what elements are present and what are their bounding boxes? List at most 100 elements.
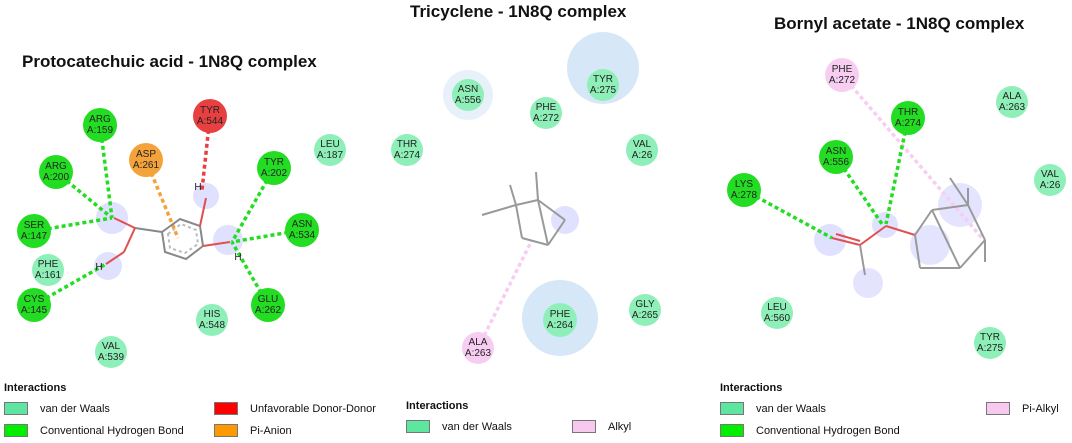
svg-text:ALA: ALA bbox=[1003, 91, 1022, 102]
svg-text:A:275: A:275 bbox=[977, 343, 1004, 354]
panel-title: Tricyclene - 1N8Q complex bbox=[410, 2, 627, 21]
svg-text:A:275: A:275 bbox=[590, 85, 617, 96]
legend-item: Pi-Anion bbox=[214, 424, 292, 437]
panel-tricyclene: Tricyclene - 1N8Q complex ASN A:556 bbox=[370, 0, 710, 443]
ligand-structure bbox=[105, 197, 231, 265]
svg-text:A:278: A:278 bbox=[731, 190, 758, 201]
legend-swatch bbox=[720, 424, 744, 437]
hbond-line bbox=[33, 216, 113, 233]
svg-text:CYS: CYS bbox=[24, 294, 45, 305]
hydrogen-label: H bbox=[95, 262, 102, 273]
svg-text:LYS: LYS bbox=[735, 179, 753, 190]
legend: Interactions van der Waals Alkyl bbox=[406, 396, 706, 441]
svg-text:A:263: A:263 bbox=[999, 102, 1026, 113]
residue-tyr-275: TYR A:275 bbox=[587, 69, 619, 101]
pocket-glow bbox=[814, 224, 846, 256]
solvent-halo bbox=[567, 32, 639, 104]
legend-label: Conventional Hydrogen Bond bbox=[40, 424, 184, 437]
svg-text:LEU: LEU bbox=[767, 302, 786, 313]
legend-swatch bbox=[986, 402, 1010, 415]
residue-arg-159: ARG A:159 bbox=[83, 108, 117, 142]
interaction-diagram-3: PHE A:272 ALA A:263 THR A:274 ASN A:556 … bbox=[727, 58, 1066, 359]
svg-text:A:26: A:26 bbox=[1040, 180, 1061, 191]
legend-title: Interactions bbox=[406, 400, 469, 412]
residue-his-548: HIS A:548 bbox=[196, 304, 228, 336]
residue-phe-264: PHE A:264 bbox=[543, 303, 577, 337]
legend-label: Pi-Alkyl bbox=[1022, 402, 1059, 415]
svg-text:A:263: A:263 bbox=[465, 348, 492, 359]
interaction-diagram-1: H H H ARG A:159 ARG A:200 SER A:147 PHE … bbox=[17, 99, 346, 368]
residue-arg-200: ARG A:200 bbox=[39, 155, 73, 189]
residue-ala-263: ALA A:263 bbox=[996, 86, 1028, 118]
svg-text:ALA: ALA bbox=[469, 337, 488, 348]
svg-text:ASN: ASN bbox=[458, 84, 479, 95]
svg-text:VAL: VAL bbox=[102, 341, 121, 352]
pocket-glow bbox=[938, 183, 982, 227]
alkyl-line bbox=[476, 239, 534, 349]
residue-asp-261: ASP A:261 bbox=[129, 143, 163, 177]
svg-text:ARG: ARG bbox=[89, 114, 111, 125]
svg-text:A:202: A:202 bbox=[261, 168, 288, 179]
legend: Interactions van der Waals Conventional … bbox=[4, 378, 376, 443]
svg-text:A:161: A:161 bbox=[35, 270, 62, 281]
legend-item: van der Waals bbox=[4, 402, 110, 415]
residue-asn-556: ASN A:556 bbox=[819, 140, 853, 174]
legend-item: Pi-Alkyl bbox=[986, 402, 1059, 415]
legend-label: Conventional Hydrogen Bond bbox=[756, 424, 900, 437]
svg-text:A:274: A:274 bbox=[895, 118, 922, 129]
residue-ser-147: SER A:147 bbox=[17, 214, 51, 248]
panel-title: Bornyl acetate - 1N8Q complex bbox=[774, 14, 1025, 33]
svg-text:TYR: TYR bbox=[593, 74, 613, 85]
residue-thr-274: THR A:274 bbox=[891, 101, 925, 135]
svg-text:GLY: GLY bbox=[635, 299, 655, 310]
legend-item: Conventional Hydrogen Bond bbox=[4, 424, 184, 437]
legend-swatch bbox=[406, 420, 430, 433]
legend-swatch bbox=[720, 402, 744, 415]
legend-item: Conventional Hydrogen Bond bbox=[720, 424, 900, 437]
svg-text:A:539: A:539 bbox=[98, 352, 125, 363]
svg-text:A:556: A:556 bbox=[455, 95, 482, 106]
svg-text:ARG: ARG bbox=[45, 161, 67, 172]
svg-text:A:274: A:274 bbox=[394, 150, 421, 161]
svg-text:A:26: A:26 bbox=[632, 150, 653, 161]
hbond-line bbox=[231, 228, 303, 244]
residue-phe-161: PHE A:161 bbox=[32, 254, 64, 286]
legend-label: Alkyl bbox=[608, 420, 632, 433]
residue-asn-556: ASN A:556 bbox=[452, 79, 484, 111]
svg-text:A:264: A:264 bbox=[547, 320, 574, 331]
svg-text:A:262: A:262 bbox=[255, 305, 282, 316]
residue-leu-187: LEU A:187 bbox=[314, 134, 346, 166]
svg-text:A:261: A:261 bbox=[133, 160, 160, 171]
legend-label: Pi-Anion bbox=[250, 424, 292, 437]
residue-leu-560: LEU A:560 bbox=[761, 297, 793, 329]
svg-text:PHE: PHE bbox=[38, 259, 59, 270]
svg-text:A:147: A:147 bbox=[21, 231, 48, 242]
legend-title: Interactions bbox=[720, 382, 783, 394]
residue-tyr-202: TYR A:202 bbox=[257, 151, 291, 185]
residue-gly-265: GLY A:265 bbox=[629, 294, 661, 326]
svg-text:GLU: GLU bbox=[258, 294, 279, 305]
legend-label: van der Waals bbox=[442, 420, 512, 433]
pocket-glow bbox=[853, 268, 883, 298]
legend-item: Unfavorable Donor-Donor bbox=[214, 402, 376, 415]
svg-text:A:534: A:534 bbox=[289, 230, 316, 241]
svg-text:THR: THR bbox=[898, 107, 919, 118]
legend-label: van der Waals bbox=[40, 402, 110, 415]
residue-phe-272: PHE A:272 bbox=[825, 58, 859, 92]
svg-text:PHE: PHE bbox=[550, 309, 571, 320]
residue-ala-263: ALA A:263 bbox=[462, 332, 494, 364]
svg-text:HIS: HIS bbox=[204, 309, 221, 320]
svg-text:A:265: A:265 bbox=[632, 310, 659, 321]
svg-text:TYR: TYR bbox=[264, 157, 284, 168]
hbond-line bbox=[54, 170, 114, 220]
pocket-glow bbox=[193, 183, 219, 209]
svg-text:THR: THR bbox=[397, 139, 418, 150]
ligand-structure bbox=[831, 177, 986, 276]
legend-label: van der Waals bbox=[756, 402, 826, 415]
legend-swatch bbox=[572, 420, 596, 433]
hbond-line bbox=[230, 241, 270, 306]
svg-text:TYR: TYR bbox=[200, 105, 220, 116]
svg-text:A:560: A:560 bbox=[764, 313, 791, 324]
legend-swatch bbox=[214, 424, 238, 437]
hydrogen-label: H bbox=[194, 182, 201, 193]
